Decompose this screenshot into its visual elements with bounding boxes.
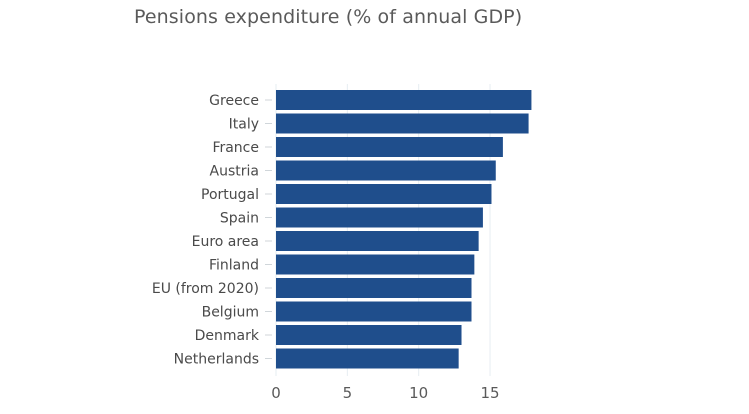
category-label: Portugal <box>201 187 259 203</box>
category-label: Finland <box>209 258 259 274</box>
x-tick-label: 0 <box>271 384 281 402</box>
bar-portugal <box>276 184 492 204</box>
bar-eu-from-2020 <box>276 278 472 298</box>
category-label: Euro area <box>192 234 259 250</box>
category-label: Italy <box>229 117 259 133</box>
bar-austria <box>276 160 496 181</box>
category-label: France <box>212 140 259 156</box>
bar-euro-area <box>276 231 479 251</box>
chart-title: Pensions expenditure (% of annual GDP) <box>134 6 523 28</box>
bar-denmark <box>276 325 462 345</box>
category-label: Spain <box>220 211 259 227</box>
category-label: EU (from 2020) <box>152 281 259 297</box>
x-axis-ticks: 0 5 10 15 <box>271 384 499 402</box>
bar-france <box>276 137 503 157</box>
x-tick-label: 5 <box>343 384 353 402</box>
category-labels: Greece Italy France Austria Portugal Spain Eur… <box>152 93 272 368</box>
bar-spain <box>276 207 483 228</box>
bar-italy <box>276 113 529 134</box>
bars <box>276 90 532 369</box>
category-label: Austria <box>210 164 259 180</box>
bar-greece <box>276 90 532 110</box>
x-tick-label: 15 <box>481 384 500 402</box>
category-label: Netherlands <box>174 352 259 368</box>
category-label: Greece <box>209 93 259 109</box>
category-label: Belgium <box>202 305 259 321</box>
x-tick-label: 10 <box>409 384 428 402</box>
bar-belgium <box>276 301 472 322</box>
category-label: Denmark <box>195 328 260 344</box>
bar-netherlands <box>276 348 459 369</box>
bar-finland <box>276 254 475 275</box>
